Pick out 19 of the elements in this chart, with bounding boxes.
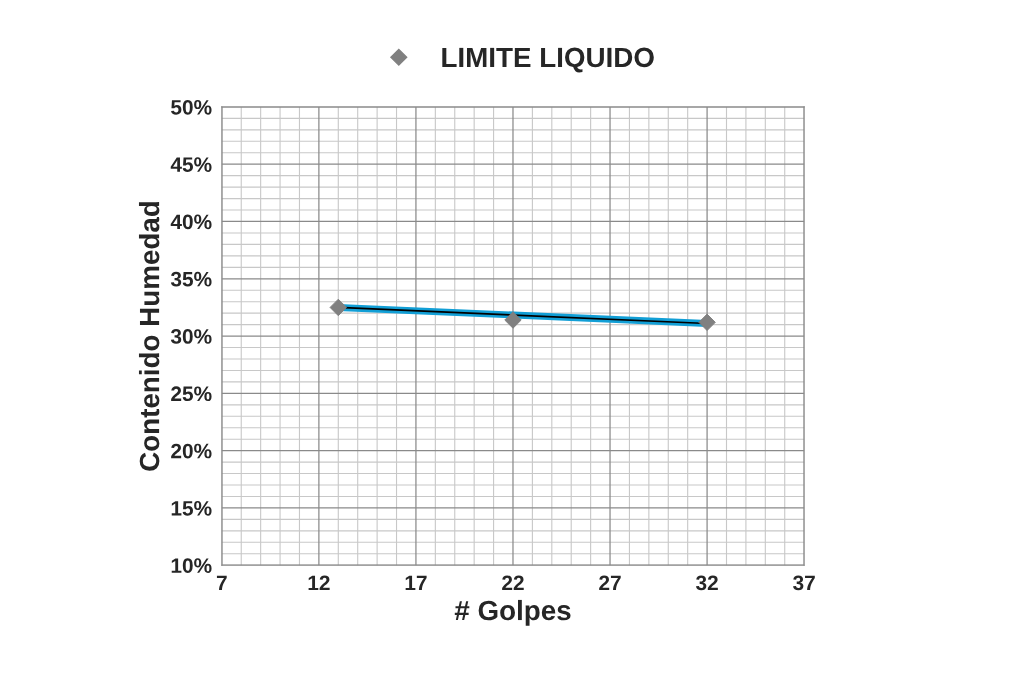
y-tick-label: 45%: [170, 157, 212, 172]
x-tick-label: 7: [216, 575, 227, 591]
x-tick-label: 17: [405, 575, 427, 591]
y-tick-label: 30%: [170, 329, 212, 344]
legend-label: LIMITE LIQUIDO: [442, 47, 654, 73]
y-axis-title: Contenido Humedad: [138, 202, 160, 471]
y-tick-label: 20%: [171, 443, 212, 459]
y-tick-label: 25%: [171, 386, 212, 402]
y-tick-label: 15%: [171, 500, 212, 516]
x-tick-label: 22: [502, 575, 524, 591]
y-tick-label: 50%: [171, 99, 212, 115]
y-tick-label: 10%: [171, 558, 212, 573]
x-axis-title: # Golpes: [454, 599, 571, 626]
x-tick-label: 32: [695, 575, 718, 591]
x-tick-label: 37: [793, 575, 815, 591]
x-tick-label: 12: [308, 575, 330, 591]
x-tick-label: 27: [599, 575, 621, 591]
y-tick-label: 40%: [170, 214, 212, 230]
y-tick-label: 35%: [170, 271, 212, 287]
